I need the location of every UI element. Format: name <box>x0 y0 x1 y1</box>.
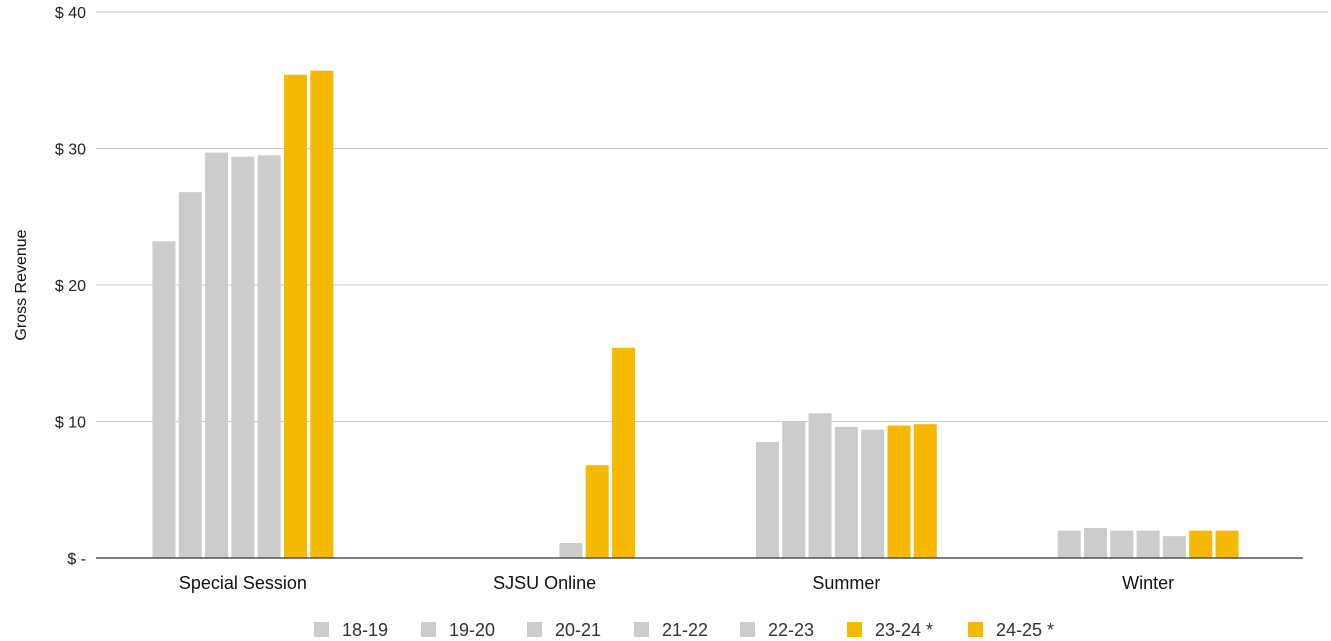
bar <box>913 424 937 558</box>
bar <box>1136 530 1160 558</box>
bar <box>612 347 636 558</box>
bar <box>178 192 202 558</box>
bar <box>1162 536 1186 558</box>
bar <box>1110 530 1134 558</box>
bar <box>559 542 583 558</box>
bar <box>257 155 281 558</box>
legend-label: 18-19 <box>342 620 388 640</box>
legend-label: 20-21 <box>555 620 601 640</box>
legend-swatch <box>314 622 329 637</box>
category-labels: Special Session SJSU Online Summer Winter <box>179 573 1174 593</box>
gridlines <box>96 11 1328 422</box>
bar <box>1189 530 1213 558</box>
bars <box>152 70 1239 558</box>
bar <box>1084 527 1108 558</box>
legend-swatch <box>421 622 436 637</box>
category-label: Summer <box>812 573 880 593</box>
bar <box>585 465 609 558</box>
y-axis-label: Gross Revenue <box>13 229 30 340</box>
legend-swatch <box>634 622 649 637</box>
legend-swatch <box>847 622 862 637</box>
legend: 18-19 19-20 20-21 21-22 22-23 23-24 * 24-25 * <box>314 620 1054 640</box>
category-label: SJSU Online <box>493 573 596 593</box>
bar <box>310 70 334 558</box>
bar <box>1057 530 1081 558</box>
legend-swatch <box>968 622 983 637</box>
bar <box>205 152 229 558</box>
bar <box>1215 530 1239 558</box>
legend-label: 23-24 * <box>875 620 933 640</box>
bar <box>808 413 832 558</box>
legend-label: 21-22 <box>662 620 708 640</box>
y-tick-label: $ 10 <box>55 415 86 432</box>
y-tick-label: $ 30 <box>55 142 86 159</box>
legend-label: 22-23 <box>768 620 814 640</box>
bar <box>834 426 858 558</box>
y-tick-label: $ 20 <box>55 278 86 295</box>
legend-label: 19-20 <box>449 620 495 640</box>
bar <box>231 156 255 558</box>
y-tick-label: $ 40 <box>55 5 86 22</box>
y-axis-ticks: $ - $ 10 $ 20 $ 30 $ 40 <box>55 5 86 568</box>
category-label: Winter <box>1122 573 1174 593</box>
legend-swatch <box>527 622 542 637</box>
bar <box>283 74 307 558</box>
bar <box>152 241 176 558</box>
bar <box>755 441 779 558</box>
legend-label: 24-25 * <box>996 620 1054 640</box>
bar <box>782 421 806 558</box>
bar <box>887 425 911 558</box>
category-label: Special Session <box>179 573 307 593</box>
y-tick-label: $ - <box>67 551 86 568</box>
bar <box>861 429 885 558</box>
legend-swatch <box>740 622 755 637</box>
